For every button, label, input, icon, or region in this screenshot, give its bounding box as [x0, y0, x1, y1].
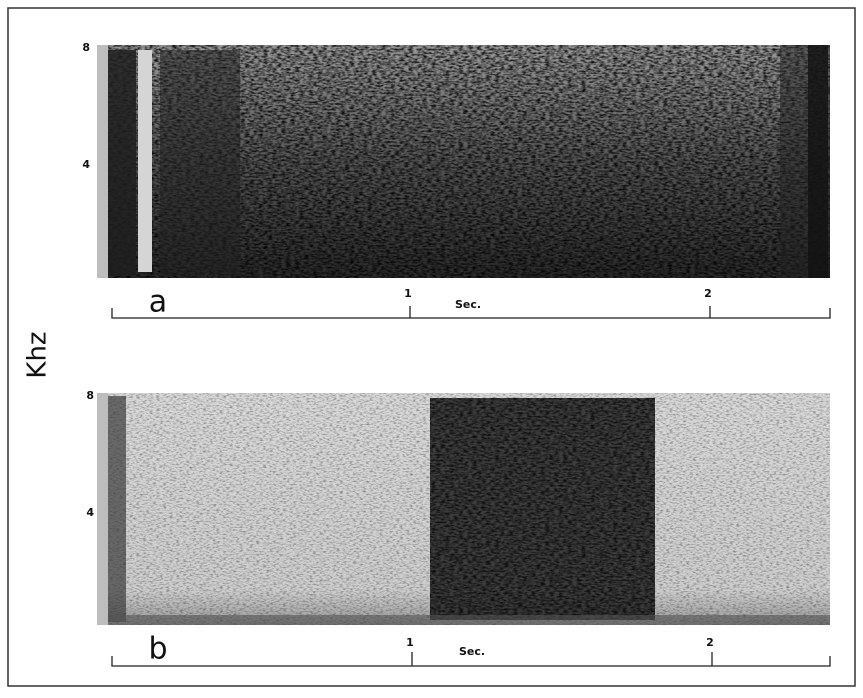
x-tick-label: 1: [404, 287, 412, 300]
spectrogram-a: [97, 45, 830, 278]
y-tick-label: 4: [86, 506, 94, 519]
x-unit: Sec.: [459, 645, 485, 658]
y-tick-label: 8: [86, 389, 94, 402]
y-tick-label: 4: [82, 158, 90, 171]
y-tick-label: 8: [82, 41, 90, 54]
time-axis: [111, 306, 831, 319]
y-axis-label: Khz: [23, 331, 53, 378]
time-axis: [111, 652, 831, 667]
x-unit: Sec.: [455, 298, 481, 311]
x-tick-label: 2: [706, 636, 714, 649]
x-tick-label: 2: [704, 287, 712, 300]
panel-label: b: [148, 632, 167, 667]
panel-label: a: [149, 285, 167, 320]
frame: [7, 7, 856, 687]
x-tick-label: 1: [406, 636, 414, 649]
spectrogram-b: [97, 393, 830, 625]
